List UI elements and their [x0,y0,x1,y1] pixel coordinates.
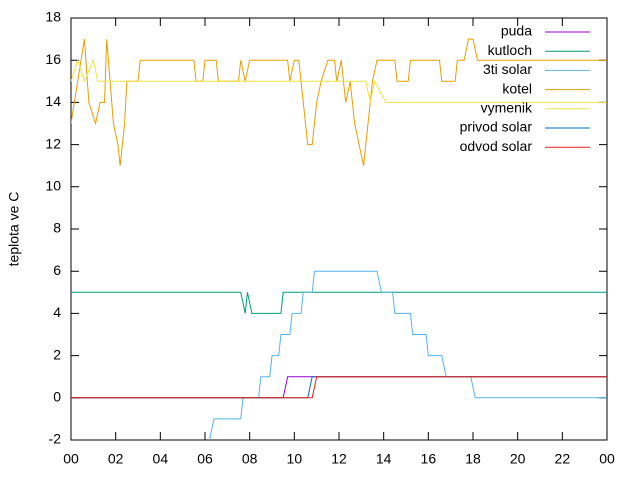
y-axis-label: teplota ve C [6,192,22,267]
legend-label: 3ti solar [483,61,532,77]
x-tick-label: 20 [510,451,526,467]
series-line [71,58,607,103]
legend-label: privod solar [460,119,533,135]
series-line [71,38,607,166]
x-tick-label: 12 [331,451,347,467]
y-tick-label: -2 [49,431,62,447]
x-tick-label: 06 [197,451,213,467]
x-tick-label: 18 [465,451,481,467]
legend-label: puda [501,23,532,39]
x-tick-label: 00 [63,451,79,467]
series-line [71,376,607,399]
x-tick-label: 02 [108,451,124,467]
legend-label: odvod solar [460,138,533,154]
x-tick-label: 10 [287,451,303,467]
series-line [71,291,607,314]
y-tick-label: 2 [53,346,61,362]
y-tick-label: 0 [53,389,61,405]
series-line [71,376,607,399]
x-tick-label: 16 [421,451,437,467]
y-tick-label: 14 [45,93,61,109]
x-tick-label: 04 [153,451,169,467]
series-line [208,270,607,440]
x-tick-label: 08 [242,451,258,467]
y-tick-label: 4 [53,304,61,320]
y-tick-label: 18 [45,9,61,25]
y-tick-label: 16 [45,51,61,67]
legend-label: kotel [502,80,532,96]
y-tick-label: 12 [45,135,61,151]
legend-label: kutloch [488,42,532,58]
y-tick-label: 10 [45,178,61,194]
x-tick-label: 22 [555,451,571,467]
x-tick-label: 00 [599,451,615,467]
x-tick-label: 14 [376,451,392,467]
y-tick-label: 6 [53,262,61,278]
legend-label: vymenik [481,100,533,116]
y-tick-label: 8 [53,220,61,236]
series-line [71,376,607,399]
